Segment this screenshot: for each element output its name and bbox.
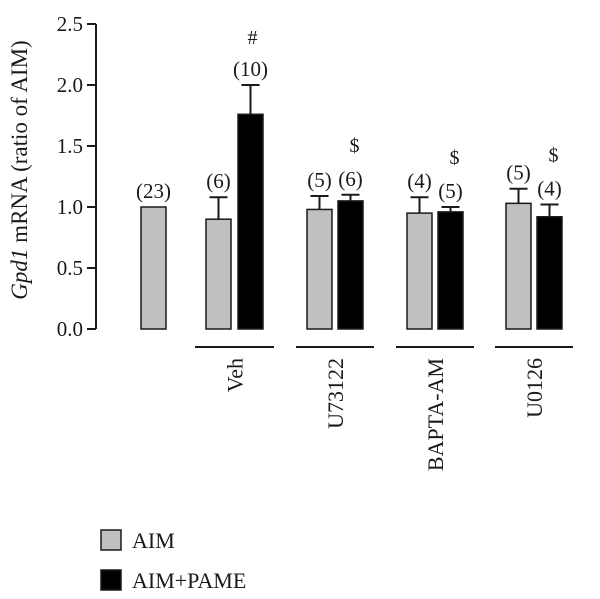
group-label: U0126	[522, 358, 547, 418]
bar-rect	[205, 218, 232, 330]
sample-size-label: (23)	[136, 179, 171, 203]
sample-size-label: (5)	[307, 168, 332, 192]
bar-aim-pame: (6) $	[337, 135, 364, 330]
bars: (23) (6)(10)#(5) (6)$(4) (5)$(5)(4)$	[136, 27, 563, 330]
bar-aim-pame: (5) $	[437, 147, 464, 330]
bar-rect	[337, 200, 364, 330]
sample-size-label: (6)	[338, 167, 363, 191]
significance-marker: $	[350, 135, 360, 157]
sample-size-label: (10)	[233, 57, 268, 81]
legend-swatch	[100, 529, 122, 551]
bar-rect	[306, 208, 333, 330]
legend-label: AIM+PAME	[132, 568, 246, 593]
group-label: U73122	[323, 358, 348, 429]
legend-swatch	[100, 569, 122, 591]
legend: AIM AIM+PAME	[100, 528, 246, 593]
significance-marker: $	[450, 147, 460, 169]
bar-rect	[237, 113, 264, 330]
significance-marker: #	[248, 27, 258, 49]
bar-rect	[536, 216, 563, 330]
bar-aim: (23)	[136, 179, 171, 330]
group-label: BAPTA-AM	[423, 358, 448, 471]
group-label: Veh	[223, 358, 248, 392]
y-tick-label: 2.5	[57, 12, 83, 36]
bar-aim: (6)	[205, 169, 232, 330]
sample-size-label: (6)	[206, 169, 231, 193]
bar-aim: (4)	[406, 169, 433, 330]
group-axis: Veh U73122 BAPTA-AM U0126	[195, 346, 573, 471]
y-axis-label-gene: Gpd1	[7, 249, 32, 300]
y-axis-label-text: mRNA (ratio of AIM)	[7, 40, 32, 248]
bar-rect	[406, 212, 433, 330]
bar-aim-pame: (10) #	[233, 27, 268, 330]
bar-rect	[437, 211, 464, 330]
significance-marker: $	[549, 145, 559, 167]
bar-aim: (5)	[505, 161, 532, 330]
y-axis: 0.0 0.5 1.0 1.5 2.0 2.5	[57, 12, 97, 341]
y-tick-label: 1.0	[57, 195, 83, 219]
bar-aim: (5)	[306, 168, 333, 330]
y-tick-label: 1.5	[57, 134, 83, 158]
sample-size-label: (5)	[438, 179, 463, 203]
y-tick-label: 0.0	[57, 317, 83, 341]
legend-label: AIM	[132, 528, 175, 553]
y-axis-label: Gpd1 mRNA (ratio of AIM)	[7, 40, 32, 299]
sample-size-label: (4)	[537, 177, 562, 201]
sample-size-label: (4)	[407, 169, 432, 193]
bar-rect	[505, 202, 532, 330]
bar-rect	[140, 206, 167, 330]
y-tick-label: 0.5	[57, 256, 83, 280]
sample-size-label: (5)	[506, 161, 531, 185]
y-tick-label: 2.0	[57, 73, 83, 97]
bar-aim-pame: (4) $	[536, 145, 563, 330]
